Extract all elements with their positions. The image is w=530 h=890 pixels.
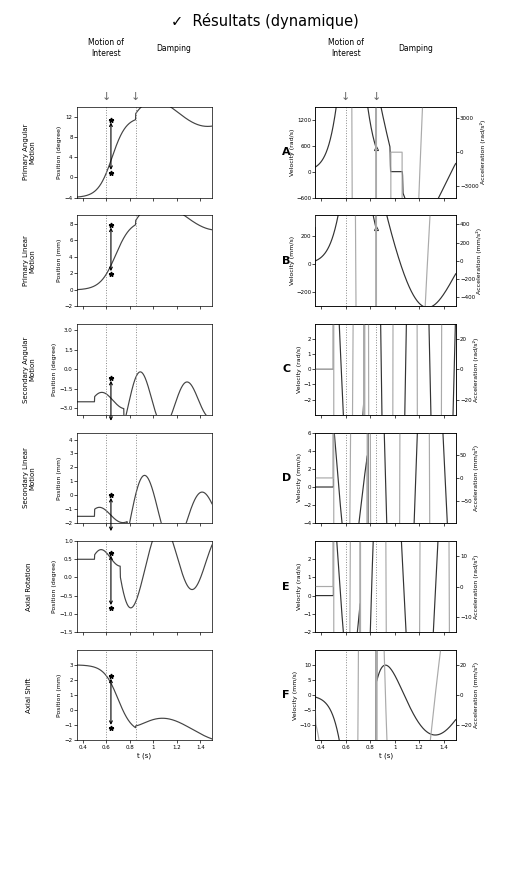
Y-axis label: Acceleration (rad/s²): Acceleration (rad/s²) [473,554,479,619]
Y-axis label: Position (degree): Position (degree) [52,343,57,396]
Y-axis label: Acceleration (mm/s²): Acceleration (mm/s²) [476,228,482,294]
Y-axis label: Velocity (mm/s): Velocity (mm/s) [297,453,302,503]
Text: C: C [282,364,290,375]
Y-axis label: Position (mm): Position (mm) [57,457,63,499]
Text: Damping: Damping [399,44,434,53]
Text: E: E [282,581,290,592]
Text: Secondary Linear
Motion: Secondary Linear Motion [23,448,36,508]
Y-axis label: Velocity (mm/s): Velocity (mm/s) [293,670,298,720]
Text: Motion of
Interest: Motion of Interest [89,38,124,58]
Text: ↓: ↓ [341,93,350,102]
Text: Primary Linear
Motion: Primary Linear Motion [23,235,36,287]
Y-axis label: Acceleration (rad/s²): Acceleration (rad/s²) [480,120,486,184]
Y-axis label: Velocity (mm/s): Velocity (mm/s) [290,236,295,286]
Text: Motion of
Interest: Motion of Interest [328,38,364,58]
Text: ↓: ↓ [102,93,111,102]
Y-axis label: Acceleration (rad/s²): Acceleration (rad/s²) [473,337,479,401]
Y-axis label: Acceleration (mm/s²): Acceleration (mm/s²) [473,662,479,728]
Y-axis label: Position (mm): Position (mm) [57,674,63,716]
Text: Axial Shift: Axial Shift [26,677,32,713]
Y-axis label: Velocity (rad/s): Velocity (rad/s) [297,345,302,393]
Text: A: A [282,147,290,158]
Y-axis label: Position (degree): Position (degree) [52,560,57,613]
Text: F: F [282,690,290,700]
Text: B: B [282,255,290,266]
Y-axis label: Position (degree): Position (degree) [57,125,63,179]
Text: ↓: ↓ [131,93,140,102]
Text: Damping: Damping [156,44,191,53]
Text: D: D [281,473,291,483]
Y-axis label: Velocity (rad/s): Velocity (rad/s) [290,128,295,176]
Text: Axial Rotation: Axial Rotation [26,562,32,611]
Y-axis label: Acceleration (mm/s²): Acceleration (mm/s²) [473,445,479,511]
Text: Secondary Angular
Motion: Secondary Angular Motion [23,336,36,402]
Text: ✓  Résultats (dynamique): ✓ Résultats (dynamique) [171,13,359,29]
Text: Primary Angular
Motion: Primary Angular Motion [23,124,36,181]
Text: ↓: ↓ [372,93,381,102]
Y-axis label: Position (mm): Position (mm) [57,239,63,282]
X-axis label: t (s): t (s) [378,752,393,759]
X-axis label: t (s): t (s) [137,752,152,759]
Y-axis label: Velocity (rad/s): Velocity (rad/s) [297,562,302,611]
